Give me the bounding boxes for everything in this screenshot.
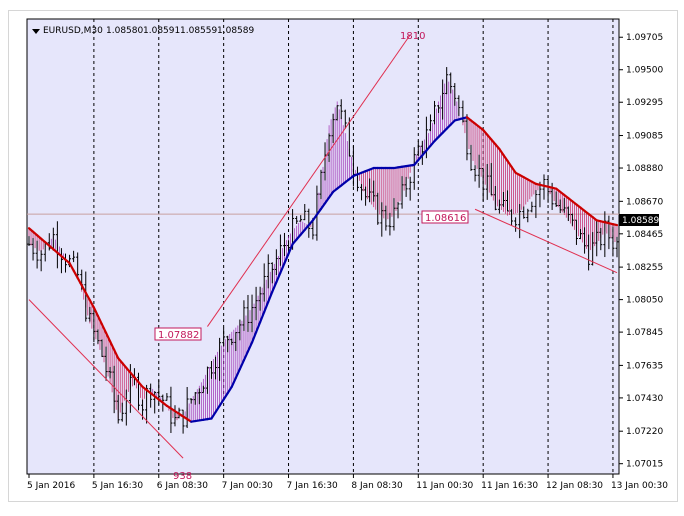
ma-layer	[27, 116, 619, 423]
y-tick-label: 1.09705	[626, 33, 663, 43]
moving-average-segment	[113, 348, 120, 360]
y-tick-label: 1.07430	[626, 394, 663, 404]
ma-fill-layer	[28, 77, 618, 422]
moving-average-segment	[210, 411, 217, 420]
x-tick-label: 5 Jan 16:30	[92, 481, 144, 491]
x-tick-label: 13 Jan 00:30	[611, 481, 668, 491]
trendline[interactable]	[28, 299, 184, 459]
moving-average-segment	[267, 290, 274, 303]
moving-average-segment	[506, 159, 513, 168]
y-tick-label: 1.07845	[626, 328, 663, 338]
moving-average-segment	[323, 196, 331, 205]
moving-average-segment	[611, 223, 619, 227]
moving-average-segment	[80, 284, 87, 294]
price-box-1[interactable]	[154, 327, 202, 341]
price-box-1-label: 1.07882	[158, 330, 199, 341]
moving-average-segment	[84, 291, 91, 302]
moving-average-segment	[279, 262, 286, 274]
chart-window[interactable]: 1.09705 1.09500 1.09295 1.09085 1.08880 1.086…	[8, 10, 678, 502]
trendlines-layer	[28, 34, 618, 459]
moving-average-segment	[502, 153, 509, 162]
moving-average-segment	[254, 321, 262, 334]
moving-average-segment	[319, 202, 327, 211]
moving-average-segment	[250, 331, 258, 344]
moving-average-segment	[327, 190, 335, 199]
y-tick-label: 1.07015	[626, 460, 663, 470]
plot-area[interactable]	[26, 18, 620, 475]
trendline[interactable]	[474, 208, 618, 274]
trendline[interactable]	[207, 34, 411, 327]
y-tick-label: 1.09295	[626, 98, 663, 108]
ohlc-close: 1.08589	[217, 26, 254, 36]
x-tick-label: 8 Jan 08:30	[351, 481, 403, 491]
moving-average-segment	[242, 350, 250, 362]
moving-average-segment	[68, 262, 75, 272]
y-tick-label: 1.08255	[626, 263, 663, 273]
x-tick-label: 7 Jan 16:30	[287, 481, 339, 491]
price-box-2[interactable]	[421, 210, 469, 224]
moving-average-segment	[271, 281, 278, 293]
moving-average-segment	[287, 243, 294, 255]
moving-average-segment	[72, 269, 79, 280]
price-box-2-label: 1.08616	[425, 213, 466, 224]
ohlc-high: 1.08591	[143, 26, 180, 36]
symbol-label: EURUSD,M30	[43, 26, 103, 36]
x-tick-label: 6 Jan 08:30	[157, 481, 209, 491]
moving-average-segment	[218, 398, 225, 407]
moving-average-segment	[109, 340, 116, 351]
moving-average-segment	[238, 359, 246, 371]
moving-average-segment	[88, 299, 95, 309]
x-tick-label: 11 Jan 16:30	[481, 481, 538, 491]
moving-average-segment	[315, 207, 323, 216]
moving-average-segment	[234, 367, 241, 380]
x-tick-label: 5 Jan 2016	[27, 481, 75, 491]
ohlc-open: 1.08580	[106, 26, 143, 36]
y-tick-label: 1.07635	[626, 361, 663, 371]
moving-average-segment	[263, 300, 270, 314]
trough-label: 938	[173, 471, 192, 482]
axes-layer: 1.09705 1.09500 1.09295 1.09085 1.08880 1.086…	[27, 33, 668, 491]
moving-average-segment	[96, 314, 104, 326]
y-tick-label: 1.08880	[626, 164, 663, 174]
moving-average-segment	[214, 404, 221, 414]
ohlc-low: 1.08559	[180, 26, 217, 36]
current-price-label: 1.08589	[622, 216, 659, 226]
y-tick-label: 1.08050	[626, 296, 663, 306]
moving-average-segment	[226, 385, 233, 395]
moving-average-segment	[222, 392, 229, 401]
moving-average-segment	[76, 276, 83, 287]
moving-average-segment	[100, 323, 108, 335]
y-tick-label: 1.07220	[626, 427, 663, 437]
peak-label: 1810	[400, 31, 425, 42]
bars-layer	[27, 67, 619, 434]
triangle-down-icon[interactable]	[32, 29, 40, 34]
moving-average-segment	[510, 165, 517, 174]
moving-average-segment	[498, 147, 505, 157]
y-tick-label: 1.09085	[626, 132, 663, 142]
moving-average-segment	[92, 306, 100, 318]
x-tick-label: 12 Jan 08:30	[546, 481, 603, 491]
moving-average-segment	[246, 341, 254, 353]
moving-average-segment	[259, 310, 266, 324]
y-tick-label: 1.08465	[626, 230, 663, 240]
y-tick-label: 1.08670	[626, 197, 663, 207]
moving-average-segment	[230, 376, 237, 388]
moving-average-segment	[311, 213, 319, 222]
moving-average-segment	[104, 331, 112, 343]
moving-average-segment	[283, 252, 290, 265]
current-price-marker	[619, 214, 659, 226]
chart-svg[interactable]: 1.09705 1.09500 1.09295 1.09085 1.08880 1.086…	[9, 11, 677, 501]
y-tick-label: 1.09500	[626, 66, 663, 76]
x-tick-label: 11 Jan 00:30	[416, 481, 473, 491]
x-tick-label: 7 Jan 00:30	[222, 481, 274, 491]
moving-average-segment	[275, 271, 282, 284]
